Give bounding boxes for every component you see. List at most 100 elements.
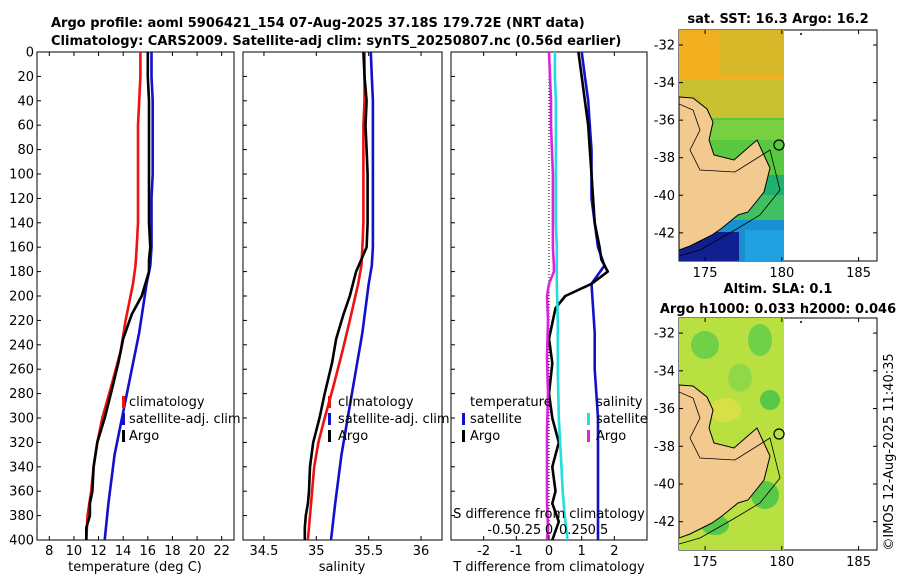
legend-swatch-argo — [328, 430, 331, 442]
legend-swatch-s-argo — [587, 430, 590, 442]
salinity-legend: climatology satellite-adj. clim Argo — [328, 395, 450, 444]
depth-contour — [679, 391, 781, 545]
x-tick-label: -2 — [477, 544, 490, 559]
series-line-satellite-adj-clim — [329, 52, 375, 540]
depth-tick-label: 360 — [9, 485, 34, 500]
lat-tick-label: -38 — [654, 151, 675, 166]
lat-tick-label: -34 — [654, 76, 675, 91]
legend-swatch-climatology — [328, 396, 331, 408]
lat-tick-label: -38 — [654, 440, 675, 455]
legend-label-climatology: climatology — [338, 395, 414, 410]
lat-tick-label: -32 — [654, 39, 675, 54]
depth-contour — [679, 103, 781, 257]
lat-tick-label: -42 — [654, 515, 675, 530]
x-tick-label: 20 — [189, 544, 206, 559]
x-tick-label: 1 — [578, 544, 586, 559]
depth-tick-label: 220 — [9, 314, 34, 329]
depth-tick-label: 240 — [9, 338, 34, 353]
legend-label-climatology: climatology — [129, 395, 205, 410]
lon-tick-label: 185 — [846, 266, 871, 281]
difference-series — [545, 52, 610, 540]
new-zealand-land — [679, 384, 771, 539]
t-difference-axis-label: T difference from climatology — [452, 560, 645, 575]
sla-map: Altim. SLA: 0.1 Argo h1000: 0.033 h2000:… — [654, 282, 896, 570]
legend-swatch-climatology — [122, 396, 125, 408]
depth-tick-label: 300 — [9, 412, 34, 427]
series-line-climatology — [306, 52, 366, 540]
salinity-series — [303, 52, 375, 540]
s-difference-axis-label: S difference from climatology — [453, 507, 645, 522]
s-diff-tick-label: 0 — [545, 523, 553, 538]
legend-label-satellite: satellite-adj. clim — [129, 412, 241, 427]
depth-tick-label: 280 — [9, 387, 34, 402]
temperature-panel: 0 20 40 60 80 100 120 140 160 180 200 220 240 260 280 3… — [9, 46, 240, 576]
legend-swatch-satellite — [328, 413, 331, 425]
lat-tick-label: -32 — [654, 327, 675, 342]
lat-tick-label: -40 — [654, 477, 675, 492]
legend-title-salinity: salinity — [596, 395, 643, 410]
new-zealand-land — [679, 96, 771, 251]
sla-map-axes: 175 180 185 -32 -34 -36 -38 -40 -42 — [654, 318, 877, 570]
sst-map-title: sat. SST: 16.3 Argo: 16.2 — [687, 12, 868, 27]
legend-title-temperature: temperature — [470, 395, 552, 410]
depth-tick-label: 340 — [9, 460, 34, 475]
sst-map-axes: 175 180 185 -32 -34 -36 -38 -40 -42 — [654, 30, 877, 281]
legend-label-t-argo: Argo — [470, 429, 500, 444]
lat-tick-label: -36 — [654, 402, 675, 417]
series-line-salinity-satellite — [553, 52, 569, 540]
legend-label-t-satellite: satellite — [470, 412, 522, 427]
x-tick-label: 18 — [164, 544, 181, 559]
legend-label-s-argo: Argo — [596, 429, 626, 444]
depth-axis: 0 20 40 60 80 100 120 140 160 180 200 220 240 260 280 3… — [9, 46, 41, 549]
figure-title-line2: Climatology: CARS2009. Satellite-adj cli… — [51, 34, 621, 49]
series-line-salinity-argo — [545, 52, 556, 540]
sla-field — [679, 318, 784, 550]
depth-tick-label: 60 — [17, 119, 34, 134]
temperature-axis-label: temperature (deg C) — [68, 560, 202, 575]
lon-tick-label: 185 — [846, 555, 871, 570]
difference-legend-salinity: salinity satellite Argo — [587, 395, 648, 444]
legend-label-argo: Argo — [129, 429, 159, 444]
lon-tick-label: 175 — [693, 266, 718, 281]
x-tick-label: 34.5 — [249, 544, 278, 559]
depth-tick-label: 180 — [9, 265, 34, 280]
depth-tick-label: 140 — [9, 216, 34, 231]
legend-label-satellite: satellite-adj. clim — [338, 412, 450, 427]
x-tick-label: 10 — [66, 544, 83, 559]
depth-tick-label: 20 — [17, 70, 34, 85]
island-dot — [800, 33, 802, 35]
legend-swatch-t-argo — [462, 430, 465, 442]
legend-label-argo: Argo — [338, 429, 368, 444]
x-tick-label: 16 — [140, 544, 157, 559]
lat-tick-label: -42 — [654, 226, 675, 241]
figure-title-line1: Argo profile: aoml 5906421_154 07-Aug-20… — [51, 16, 585, 31]
series-line-argo — [85, 52, 152, 540]
temperature-axes-box — [36, 51, 235, 541]
depth-tick-label: 120 — [9, 192, 34, 207]
x-tick-label: 35.5 — [354, 544, 383, 559]
island-dot — [800, 321, 802, 323]
salinity-panel: 34.5 35 35.5 36 salinity climatology satell… — [242, 51, 450, 575]
difference-panel: -2 -1 0 1 2 T difference from climatology S … — [450, 51, 648, 575]
series-line-argo — [303, 52, 369, 540]
sst-field — [679, 30, 784, 261]
difference-legend-temperature: temperature satellite Argo — [462, 395, 552, 444]
depth-tick-label: 0 — [26, 46, 34, 61]
series-line-temperature-satellite — [580, 52, 606, 540]
argo-marker — [773, 428, 785, 440]
x-tick-label: -1 — [510, 544, 523, 559]
lat-tick-label: -40 — [654, 189, 675, 204]
x-tick-label: 8 — [45, 544, 53, 559]
lat-tick-label: -34 — [654, 364, 675, 379]
depth-tick-label: 400 — [9, 534, 34, 549]
x-tick-label: 14 — [115, 544, 132, 559]
s-difference-axis: -0.5-0.25 0 0.25 0.5 — [487, 523, 608, 538]
temperature-legend: climatology satellite-adj. clim Argo — [122, 395, 241, 444]
lon-tick-label: 180 — [769, 555, 794, 570]
x-tick-label: 36 — [413, 544, 430, 559]
legend-label-s-satellite: satellite — [596, 412, 648, 427]
depth-tick-label: 200 — [9, 290, 34, 305]
s-diff-tick-label: -0.25 — [508, 523, 542, 538]
lat-tick-label: -36 — [654, 114, 675, 129]
